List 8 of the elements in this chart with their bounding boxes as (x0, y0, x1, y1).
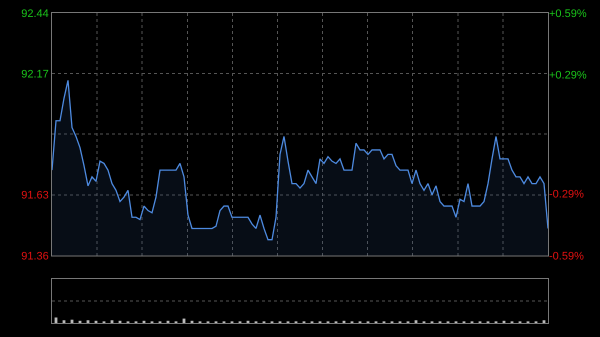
y-tick-label: 91.36 (21, 250, 49, 262)
y2-tick-label: +0.59% (549, 8, 587, 20)
y2-tick-label: +0.29% (549, 69, 587, 82)
y-tick-label: 92.44 (21, 8, 49, 20)
y2-tick-label: -0.29% (549, 188, 584, 201)
y-tick-label: 92.17 (21, 68, 49, 80)
y-tick-label: 91.63 (21, 190, 49, 202)
y2-tick-label: -0.59% (549, 250, 584, 262)
